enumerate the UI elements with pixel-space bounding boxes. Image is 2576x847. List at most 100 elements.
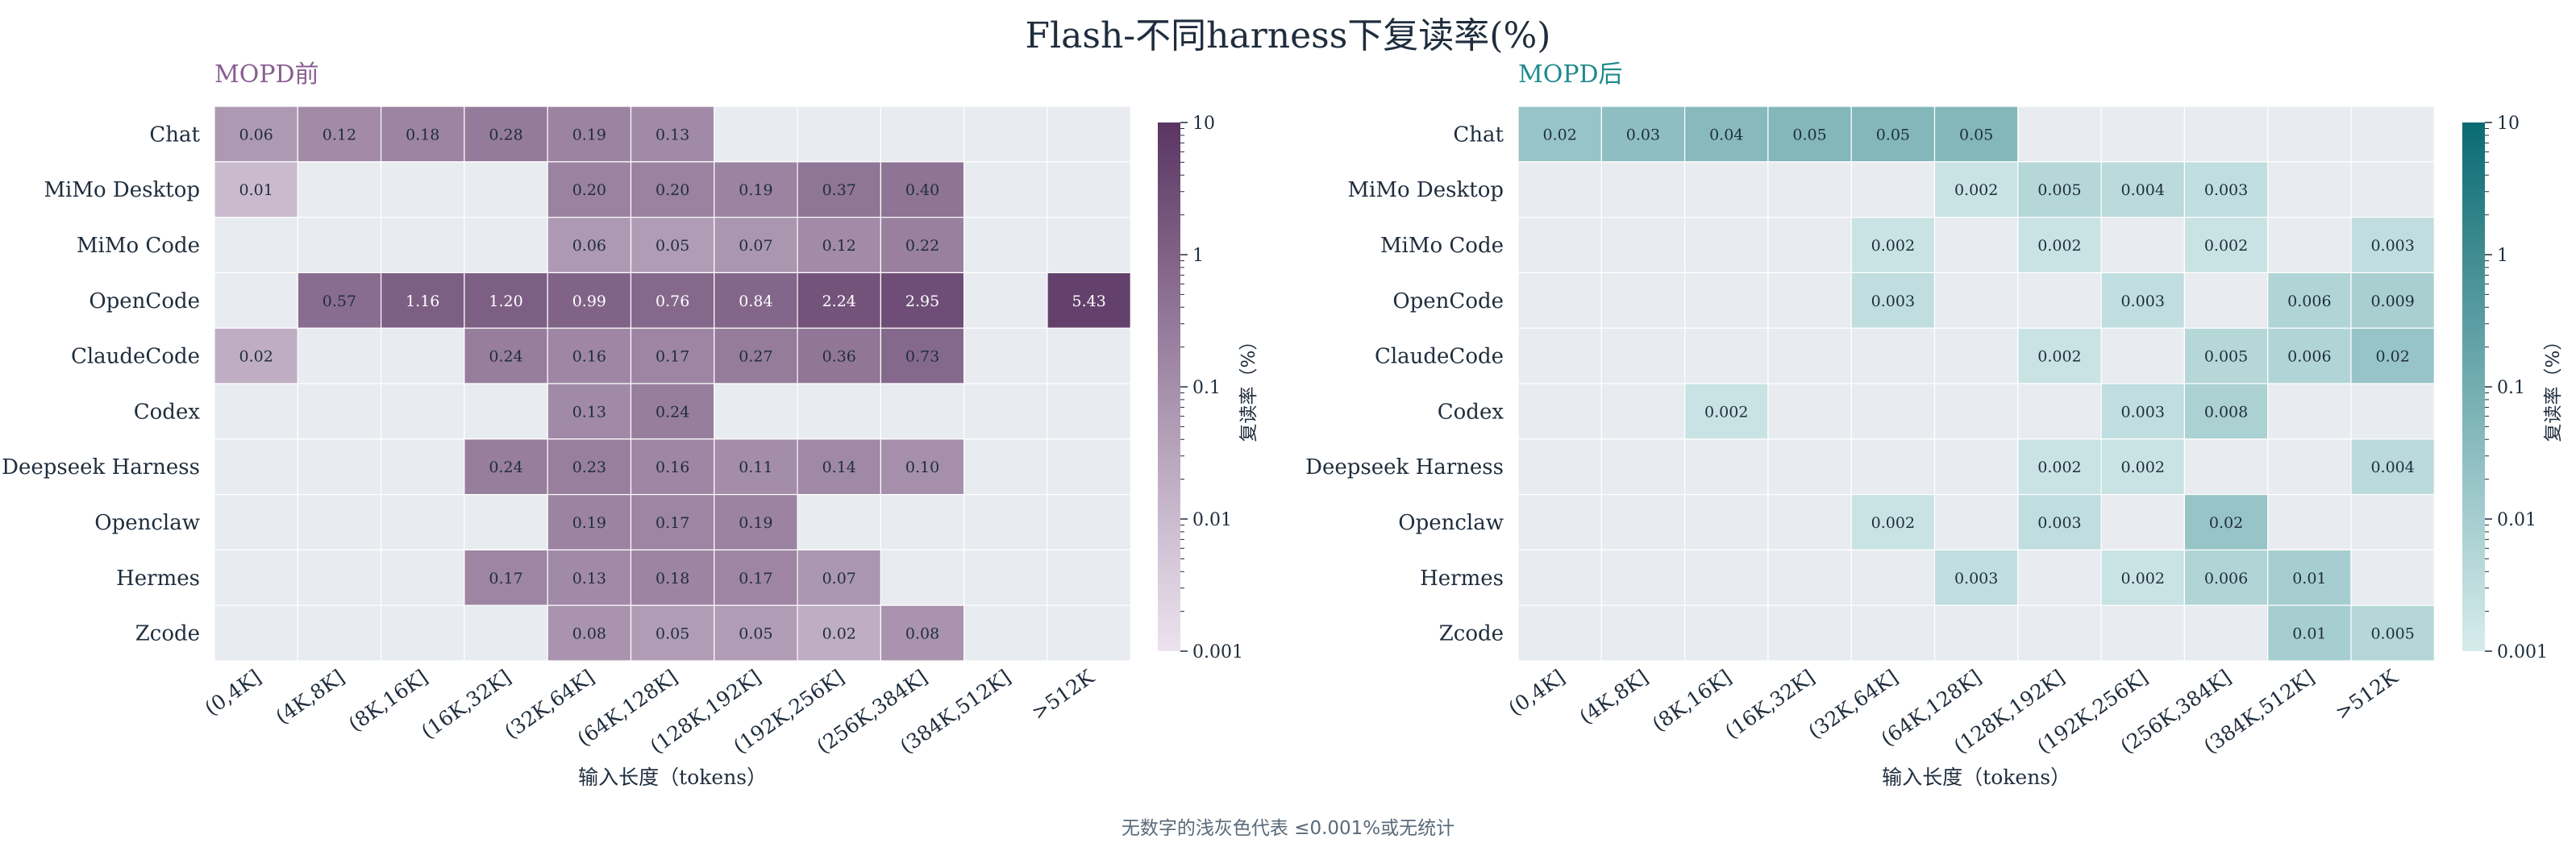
colorbar (1158, 122, 1180, 651)
colorbar-tick-label: 0.01 (1192, 510, 1232, 530)
heatmap-cell (1684, 161, 1769, 218)
heatmap-cell (464, 327, 548, 384)
cell-value-label: 0.27 (739, 348, 772, 366)
heatmap-cell (1684, 438, 1769, 496)
cell-value-label: 0.002 (1954, 181, 1998, 199)
cell-value-label: 0.19 (739, 181, 772, 199)
heatmap-cell (963, 438, 1048, 496)
heatmap-cell (297, 327, 382, 384)
heatmap-cell (214, 383, 298, 440)
cell-value-label: 0.005 (2204, 348, 2248, 366)
heatmap-cell (2267, 604, 2352, 662)
cell-value-label: 0.13 (655, 126, 689, 143)
x-tick-label: (0,4K] (201, 665, 265, 720)
heatmap-cell (1933, 493, 2019, 550)
heatmap-cell (1600, 327, 1686, 384)
cell-value-label: 0.004 (2121, 181, 2165, 199)
heatmap-cell (2267, 272, 2352, 329)
heatmap-cell (2183, 549, 2269, 606)
heatmap-cell (2017, 383, 2102, 440)
heatmap-cell (2100, 327, 2186, 384)
heatmap-cell (880, 327, 965, 384)
y-tick-label: ClaudeCode (1375, 345, 1504, 369)
cell-value-label: 0.16 (655, 459, 689, 476)
x-tick-label: (4K,8K] (272, 665, 349, 729)
heatmap-cell (2100, 217, 2186, 274)
x-axis-label: 输入长度（tokens） (578, 766, 767, 789)
cell-value-label: 0.37 (822, 181, 856, 199)
cell-value-label: 0.10 (905, 459, 939, 476)
heatmap-cell (2350, 327, 2435, 384)
x-axis-label: 输入长度（tokens） (1882, 766, 2070, 789)
x-tick-label: (16K,32K] (417, 665, 515, 743)
heatmap-cell (2350, 106, 2435, 163)
heatmap-cell (2100, 438, 2186, 496)
heatmap-cell (1767, 383, 1852, 440)
y-tick-label: Zcode (135, 622, 200, 646)
heatmap-cell (2183, 383, 2269, 440)
heatmap-cell (714, 383, 798, 440)
colorbar-tick-label: 10 (1192, 114, 1215, 134)
cell-value-label: 0.17 (655, 348, 689, 366)
heatmap-cell (1850, 493, 1936, 550)
heatmap-cell (630, 383, 715, 440)
heatmap-cell (1517, 161, 1602, 218)
y-tick-label: MiMo Desktop (1347, 178, 1504, 202)
heatmap-cell (2100, 493, 2186, 550)
heatmap-cell (547, 272, 632, 329)
heatmap-cell (464, 217, 548, 274)
cell-value-label: 0.002 (1871, 514, 1915, 532)
cell-value-label: 0.12 (822, 237, 856, 255)
heatmap-cell (297, 272, 382, 329)
heatmap-cell (797, 272, 881, 329)
heatmap-cell (2017, 327, 2102, 384)
cell-value-label: 0.07 (739, 237, 772, 255)
heatmap-cell (2183, 161, 2269, 218)
cell-value-label: 0.008 (2204, 403, 2248, 421)
colorbar-tick-label: 0.01 (2497, 510, 2536, 530)
heatmap-cell (1767, 161, 1852, 218)
heatmap-cell (1933, 327, 2019, 384)
cell-value-label: 0.17 (739, 570, 772, 588)
panel-title: MOPD后 (1518, 60, 1623, 89)
heatmap-cell (963, 106, 1048, 163)
cell-value-label: 0.07 (822, 570, 856, 588)
heatmap-cell (1600, 493, 1686, 550)
cell-value-label: 0.003 (2121, 403, 2165, 421)
heatmap-cell (1767, 604, 1852, 662)
heatmap-cell (464, 549, 548, 606)
heatmap-cell (1933, 383, 2019, 440)
heatmap-cell (2183, 438, 2269, 496)
cell-value-label: 0.01 (2292, 570, 2326, 588)
cell-value-label: 0.13 (572, 403, 606, 421)
heatmap-cell (214, 161, 298, 218)
heatmap-cell (1933, 217, 2019, 274)
cell-value-label: 0.02 (1542, 126, 1576, 143)
heatmap-cell (1767, 549, 1852, 606)
y-tick-label: Openclaw (94, 511, 200, 535)
cell-value-label: 0.002 (2037, 237, 2081, 255)
heatmap-cell (1767, 272, 1852, 329)
heatmap-cell (297, 383, 382, 440)
heatmap-cell (630, 493, 715, 550)
heatmap-cell (547, 106, 632, 163)
cell-value-label: 0.13 (572, 570, 606, 588)
heatmap-cell (464, 106, 548, 163)
y-tick-label: Codex (1438, 400, 1504, 424)
colorbar-label: 复读率（%） (1238, 332, 1259, 442)
heatmap-cell (797, 549, 881, 606)
cell-value-label: 0.003 (2037, 514, 2081, 532)
heatmap-cell (547, 161, 632, 218)
heatmap-cell (464, 161, 548, 218)
heatmap-cell (1517, 272, 1602, 329)
heatmap-cell (797, 438, 881, 496)
cell-value-label: 0.19 (572, 514, 606, 532)
heatmap-cell (630, 327, 715, 384)
y-tick-label: MiMo Desktop (44, 178, 200, 202)
heatmap-cell (1517, 383, 1602, 440)
cell-value-label: 0.24 (489, 459, 522, 476)
y-tick-label: Openclaw (1398, 511, 1504, 535)
figure-title: Flash-不同harness下复读率(%) (1025, 15, 1551, 56)
cell-value-label: 0.20 (572, 181, 606, 199)
heatmap-cell (2100, 549, 2186, 606)
